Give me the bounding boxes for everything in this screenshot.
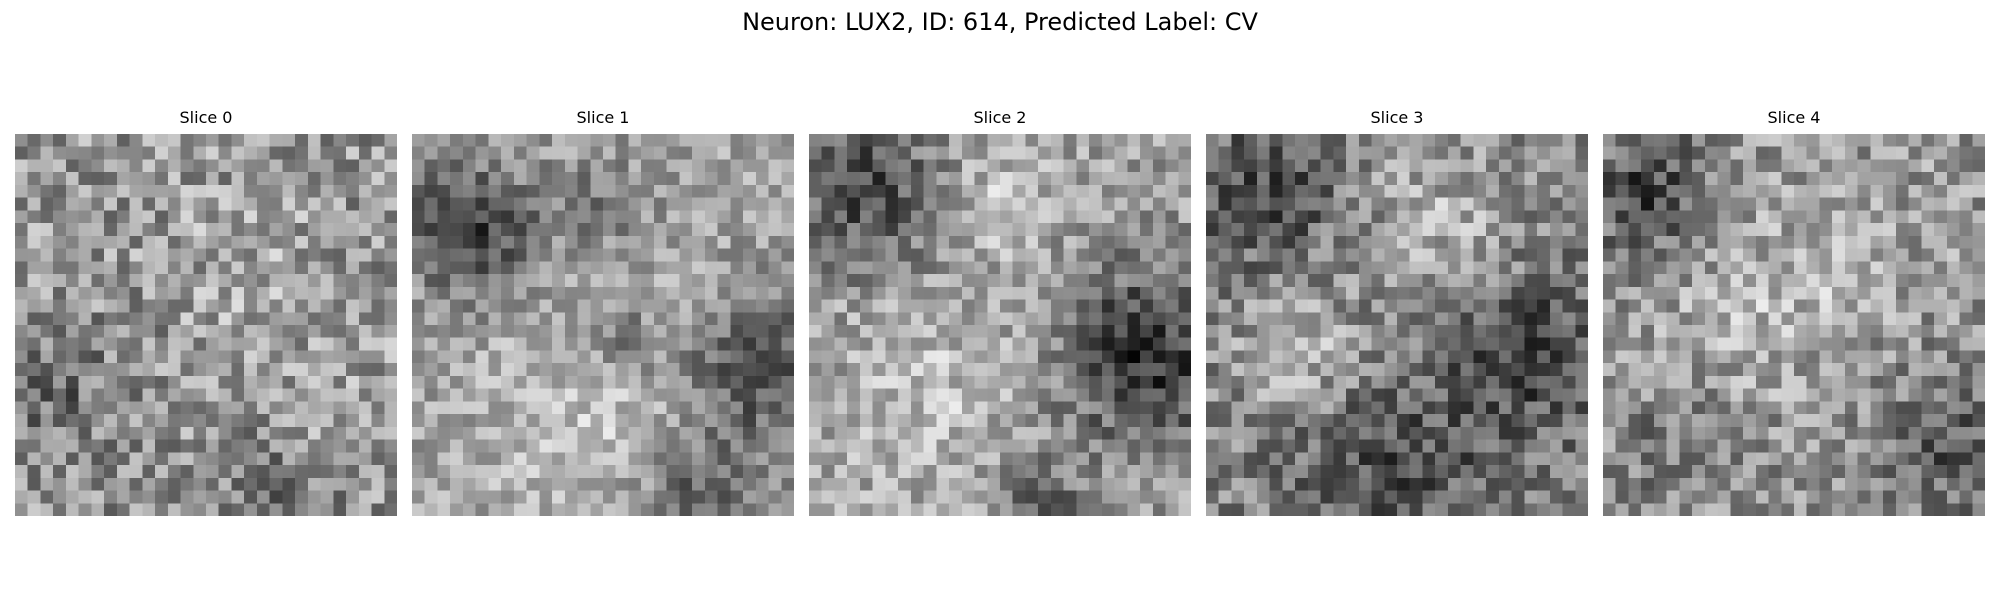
figure-title: Neuron: LUX2, ID: 614, Predicted Label: … [742, 8, 1258, 36]
slice-0-title: Slice 0 [179, 108, 233, 127]
slice-panel-2: Slice 2 [809, 108, 1191, 516]
slice-1-title: Slice 1 [576, 108, 630, 127]
slice-3-image [1206, 134, 1588, 516]
slice-panel-1: Slice 1 [412, 108, 794, 516]
slice-panel-0: Slice 0 [15, 108, 397, 516]
slice-4-image [1603, 134, 1985, 516]
slice-1-image [412, 134, 794, 516]
slice-3-title: Slice 3 [1370, 108, 1424, 127]
slice-panel-3: Slice 3 [1206, 108, 1588, 516]
slice-2-title: Slice 2 [973, 108, 1027, 127]
slice-4-title: Slice 4 [1767, 108, 1821, 127]
slice-panel-4: Slice 4 [1603, 108, 1985, 516]
slice-0-image [15, 134, 397, 516]
slice-2-image [809, 134, 1191, 516]
